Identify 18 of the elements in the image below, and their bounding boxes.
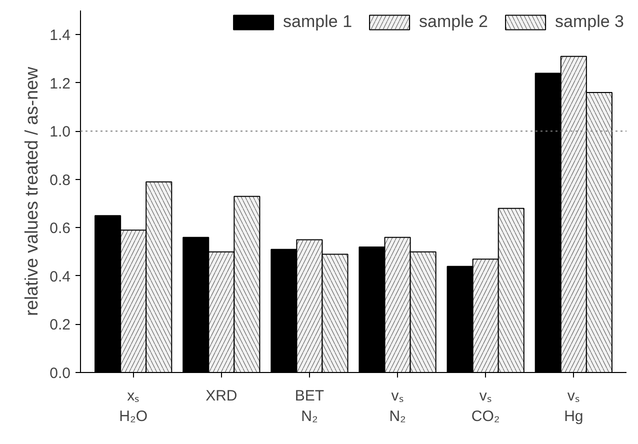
y-tick-label: 1.0 [50, 124, 71, 141]
x-tick-label: vₛ N₂ [389, 388, 406, 425]
x-tick-label: vₛ Hg [564, 388, 584, 425]
y-tick-label: 0.8 [50, 172, 71, 189]
y-tick-label: 0.6 [50, 220, 71, 238]
y-axis-title: relative values treated / as-new [22, 66, 42, 316]
legend-label: sample 1 [283, 12, 352, 32]
x-tick-label: xₛ H₂O [119, 388, 148, 425]
x-tick-label: XRD [206, 388, 238, 404]
legend-label: sample 2 [419, 12, 488, 32]
y-tick-label: 0.4 [50, 268, 71, 286]
y-tick-label: 1.2 [50, 75, 71, 92]
y-tick-label: 0.0 [50, 365, 71, 382]
x-tick-label: BET N₂ [294, 388, 324, 425]
x-tick-label: vₛ CO₂ [471, 388, 500, 425]
y-tick-label: 1.4 [50, 27, 71, 44]
legend-label: sample 3 [555, 12, 624, 32]
y-tick-label: 0.2 [50, 316, 71, 334]
